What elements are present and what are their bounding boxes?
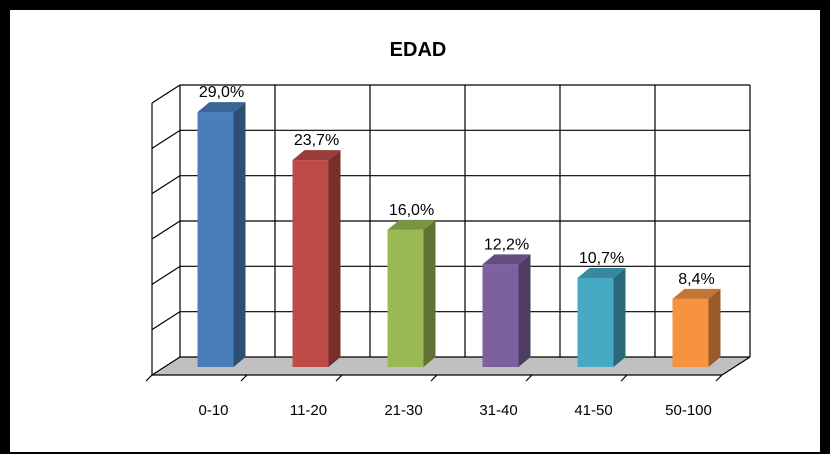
data-label: 23,7% [294,132,339,149]
bar-side-face [328,150,341,367]
bar-side-face [708,288,721,367]
bar-50-100 [672,288,721,367]
bar-11-20 [292,150,341,367]
bar-side-face [518,254,531,367]
x-tick-label: 41-50 [574,402,612,419]
x-tick-label: 11-20 [290,402,327,419]
chart-gridlines [145,84,751,382]
bar-front-face [387,229,424,367]
data-label: 16,0% [389,202,434,219]
gridline-side [151,84,181,104]
floor-right-edge [721,356,751,376]
bar-top-face [482,254,531,265]
bar-side-face [613,267,626,367]
x-axis-tick [335,374,343,382]
bar-front-face [672,298,709,367]
bar-front-face [197,112,234,367]
x-axis-tick [145,374,153,382]
bar-side-face [233,102,246,368]
bar-31-40 [482,254,531,367]
bar-21-30 [387,219,436,367]
gridline-side [151,220,181,240]
bar-side-face [423,219,436,367]
bar-top-face [387,219,436,230]
gridline-side [151,129,181,149]
data-label: 29,0% [199,84,244,101]
bar-top-face [672,288,721,299]
bar-front-face [482,264,519,367]
chart-data-labels: 29,0% 23,7% 16,0% 12,2% 10,7% 8,4% [199,84,715,288]
bar-0-10 [197,102,246,368]
gridline-side [151,175,181,195]
x-tick-label: 0-10 [198,402,228,419]
chart-title: EDAD [390,39,447,61]
data-label: 8,4% [678,271,714,288]
gridline-side [151,311,181,331]
x-tick-label: 21-30 [384,402,422,419]
x-tick-label: 50-100 [665,402,712,419]
bar-top-face [292,150,341,161]
bar-front-face [577,277,614,367]
x-axis-tick [430,374,438,382]
x-axis-tick [525,374,533,382]
gridline-side [151,356,181,376]
x-axis-tick [715,374,723,382]
x-tick-label: 31-40 [479,402,517,419]
bar-41-50 [577,267,626,367]
chart-x-tick-labels: 0-10 11-20 21-30 31-40 41-50 50-100 [198,402,711,419]
data-label: 12,2% [484,236,529,253]
bar-front-face [292,160,329,367]
x-axis-tick [240,374,248,382]
chart-bars [197,102,721,368]
bar-top-face [577,267,626,278]
gridline-side [151,265,181,285]
bar-top-face [197,102,246,113]
x-axis-tick [620,374,628,382]
data-label: 10,7% [579,250,624,267]
